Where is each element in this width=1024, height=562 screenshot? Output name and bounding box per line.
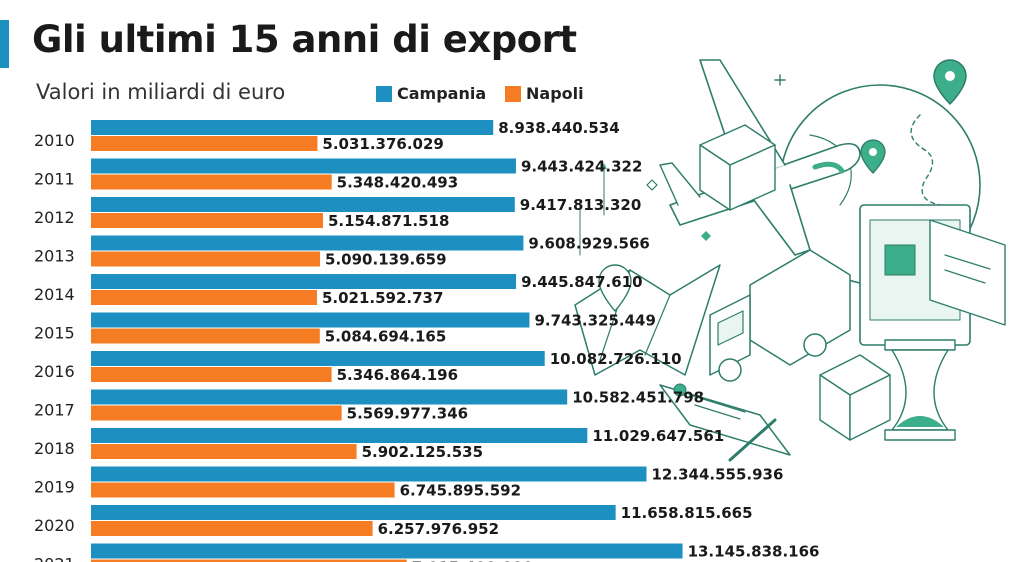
bar-campania-2016 xyxy=(91,351,545,366)
map-pin-icon-small xyxy=(860,139,886,174)
value-label-napoli-2015: 5.084.694.165 xyxy=(325,328,446,346)
value-label-napoli-2021: 7.015.400.000 xyxy=(412,559,533,562)
bar-napoli-2013 xyxy=(91,251,321,267)
bar-napoli-2015 xyxy=(91,328,320,344)
legend-swatch-campania xyxy=(376,85,392,102)
decorative-sparkles xyxy=(579,74,786,256)
year-label-2020: 2020 xyxy=(34,516,75,535)
clipboard-icon xyxy=(659,383,791,462)
value-label-campania-2016: 10.082.726.110 xyxy=(550,350,682,368)
bar-napoli-2012 xyxy=(91,213,323,228)
value-label-campania-2013: 9.608.929.566 xyxy=(528,235,649,253)
value-label-campania-2010: 8.938.440.534 xyxy=(498,119,619,137)
year-label-2017: 2017 xyxy=(34,401,75,420)
legend-label-campania: Campania xyxy=(397,84,487,103)
year-label-2011: 2011 xyxy=(34,170,75,189)
value-label-napoli-2018: 5.902.125.535 xyxy=(362,443,483,461)
value-label-napoli-2010: 5.031.376.029 xyxy=(322,135,443,153)
year-label-2019: 2019 xyxy=(34,478,75,497)
year-label-2010: 2010 xyxy=(34,131,75,150)
bar-napoli-2019 xyxy=(91,482,395,498)
value-label-campania-2015: 9.743.325.449 xyxy=(534,312,655,330)
bar-napoli-2021 xyxy=(91,559,407,562)
bar-campania-2011 xyxy=(91,158,516,174)
value-label-campania-2012: 9.417.813.320 xyxy=(520,196,641,214)
chart-title: Gli ultimi 15 anni di export xyxy=(32,18,577,61)
value-label-campania-2018: 11.029.647.561 xyxy=(592,427,724,445)
bar-campania-2015 xyxy=(91,312,530,328)
chart-subtitle: Valori in miliardi di euro xyxy=(36,80,286,104)
year-label-2015: 2015 xyxy=(34,324,75,343)
year-label-2021: 2021 xyxy=(34,555,75,562)
bar-campania-2012 xyxy=(91,197,515,212)
value-label-campania-2017: 10.582.451.798 xyxy=(572,389,704,407)
bar-napoli-2018 xyxy=(91,444,357,459)
legend-item-campania: Campania xyxy=(376,84,486,103)
value-label-napoli-2014: 5.021.592.737 xyxy=(322,289,443,307)
map-icon xyxy=(574,264,721,376)
value-label-campania-2014: 9.445.847.610 xyxy=(521,273,642,291)
legend-item-napoli: Napoli xyxy=(505,84,584,103)
value-label-napoli-2012: 5.154.871.518 xyxy=(328,212,449,230)
bar-napoli-2020 xyxy=(91,521,373,536)
truck-icon xyxy=(709,249,851,382)
bar-campania-2017 xyxy=(91,389,568,405)
bar-napoli-2014 xyxy=(91,290,317,305)
bar-campania-2018 xyxy=(91,428,588,443)
bar-campania-2010 xyxy=(91,120,494,135)
year-label-2016: 2016 xyxy=(34,362,75,381)
value-label-campania-2011: 9.443.424.322 xyxy=(521,158,642,176)
bar-campania-2019 xyxy=(91,466,647,482)
bar-napoli-2016 xyxy=(91,367,332,382)
monitor-icon xyxy=(859,204,1006,346)
bar-napoli-2011 xyxy=(91,174,332,190)
package-icon xyxy=(699,124,776,211)
value-label-campania-2021: 13.145.838.166 xyxy=(688,543,820,561)
value-label-campania-2020: 11.658.815.665 xyxy=(621,504,753,522)
value-label-napoli-2020: 6.257.976.952 xyxy=(378,520,499,538)
title-accent-bar xyxy=(0,20,9,68)
bar-campania-2020 xyxy=(91,505,616,520)
value-label-napoli-2019: 6.745.895.592 xyxy=(400,482,521,500)
package-icon-small xyxy=(819,354,891,441)
value-label-napoli-2011: 5.348.420.493 xyxy=(337,174,458,192)
bar-campania-2014 xyxy=(91,274,517,289)
year-label-2014: 2014 xyxy=(34,285,75,304)
bar-napoli-2017 xyxy=(91,405,342,421)
legend-label-napoli: Napoli xyxy=(526,84,584,103)
map-pin-icon xyxy=(933,59,967,105)
value-label-napoli-2016: 5.346.864.196 xyxy=(337,366,458,384)
year-label-2012: 2012 xyxy=(34,208,75,227)
bar-campania-2021 xyxy=(91,543,683,559)
year-label-2013: 2013 xyxy=(34,247,75,266)
value-label-napoli-2017: 5.569.977.346 xyxy=(347,405,468,423)
bar-campania-2013 xyxy=(91,235,524,251)
value-label-campania-2019: 12.344.555.936 xyxy=(652,466,784,484)
logistics-illustration xyxy=(574,59,1006,462)
hourglass-icon xyxy=(884,339,956,441)
value-label-napoli-2013: 5.090.139.659 xyxy=(325,251,446,269)
bar-napoli-2010 xyxy=(91,136,318,151)
legend-swatch-napoli xyxy=(505,85,521,102)
year-label-2018: 2018 xyxy=(34,439,75,458)
